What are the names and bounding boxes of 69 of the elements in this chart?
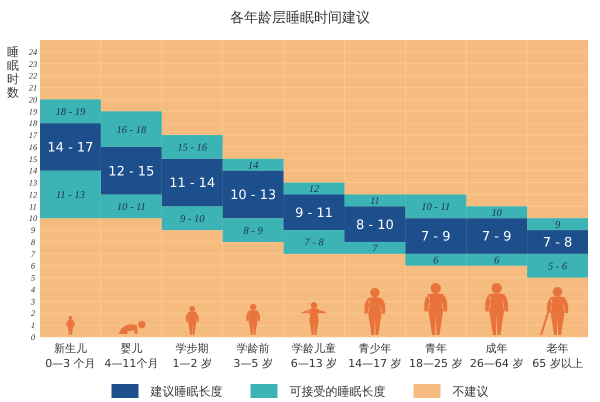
y-tick-label: 15 xyxy=(28,154,38,164)
y-tick-label: 20 xyxy=(28,94,38,104)
y-tick-label: 11 xyxy=(29,201,37,212)
annotation: 12 - 15 xyxy=(108,164,154,180)
annotation: 18 - 19 xyxy=(56,107,86,118)
y-axis-title: 睡眠时数 xyxy=(7,45,19,100)
x-tick-label: 青年 18—25 岁 xyxy=(409,342,463,370)
annotation: 8 - 10 xyxy=(356,218,394,233)
y-tick-label: 18 xyxy=(28,118,38,128)
annotation: 14 xyxy=(248,160,258,172)
annotation: 16 - 18 xyxy=(116,124,147,136)
y-tick-label: 19 xyxy=(28,106,38,116)
annotation: 7 - 8 xyxy=(542,236,572,251)
annotation: 15 - 16 xyxy=(177,142,208,154)
annotation: 12 xyxy=(308,184,320,196)
annotation: 9 - 11 xyxy=(295,206,333,221)
y-tick-label: 23 xyxy=(28,58,38,69)
x-tick-label: 老年 65 岁以上 xyxy=(532,342,583,370)
annotation: 9 xyxy=(554,220,561,231)
y-tick-label: 4 xyxy=(30,284,36,294)
x-tick-label: 学步期 1—2 岁 xyxy=(172,342,212,370)
annotation: 7 - 9 xyxy=(482,230,512,245)
annotation: 9 - 10 xyxy=(180,214,206,225)
y-tick-label: 24 xyxy=(28,46,38,57)
annotation: 6 xyxy=(433,256,440,267)
y-tick-label: 3 xyxy=(30,296,36,306)
legend-label: 不建议 xyxy=(452,384,488,398)
x-tick-label: 学龄儿童 6—13 岁 xyxy=(290,342,338,370)
bar xyxy=(527,218,588,230)
y-tick-label: 22 xyxy=(28,70,38,81)
x-tick-label: 婴儿 4—11个月 xyxy=(104,342,158,370)
legend-label: 可接受的睡眠长度 xyxy=(290,384,386,398)
y-tick-label: 8 xyxy=(30,236,36,247)
y-tick-label: 5 xyxy=(30,272,36,283)
y-tick-label: 6 xyxy=(30,260,36,271)
y-tick-label: 7 xyxy=(30,248,36,259)
x-tick-label: 学龄前 3—5 岁 xyxy=(233,342,273,370)
bar xyxy=(284,182,344,194)
x-tick-label: 成年 26—64 岁 xyxy=(470,342,524,370)
y-tick-label: 16 xyxy=(28,142,38,152)
y-tick-label: 17 xyxy=(28,130,38,140)
y-tick-label: 13 xyxy=(28,178,38,188)
annotation: 14 - 17 xyxy=(47,140,94,156)
y-tick-label: 0 xyxy=(30,332,36,342)
x-tick-label: 青少年 14—17 岁 xyxy=(348,342,402,370)
y-tick-label: 10 xyxy=(28,213,38,224)
annotation: 10 - 13 xyxy=(230,188,276,204)
legend-label: 建议睡眠长度 xyxy=(150,384,222,398)
annotation: 7 xyxy=(372,244,378,255)
y-tick-label: 2 xyxy=(30,308,36,318)
annotation: 8 - 9 xyxy=(243,226,264,237)
bar xyxy=(222,158,284,171)
y-tick-label: 12 xyxy=(28,189,38,200)
annotation: 10 xyxy=(491,208,503,219)
annotation: 7 - 9 xyxy=(421,230,451,245)
annotation: 10 - 11 xyxy=(421,202,450,214)
y-tick-label: 9 xyxy=(30,225,36,236)
y-tick-label: 14 xyxy=(28,166,38,176)
annotation: 11 - 13 xyxy=(56,190,85,202)
annotation: 11 - 14 xyxy=(169,176,216,192)
annotation: 6 xyxy=(494,256,500,267)
annotation: 7 - 8 xyxy=(304,238,324,249)
y-tick-label: 1 xyxy=(30,320,36,330)
annotation: 5 - 6 xyxy=(548,262,568,272)
x-tick-label: 新生儿 0—3 个月 xyxy=(45,342,96,370)
annotation: 10 - 11 xyxy=(116,202,146,214)
chart-title: 各年龄层睡眠时间建议 xyxy=(230,10,370,26)
y-tick-label: 21 xyxy=(28,82,38,93)
annotation: 11 xyxy=(370,196,380,208)
